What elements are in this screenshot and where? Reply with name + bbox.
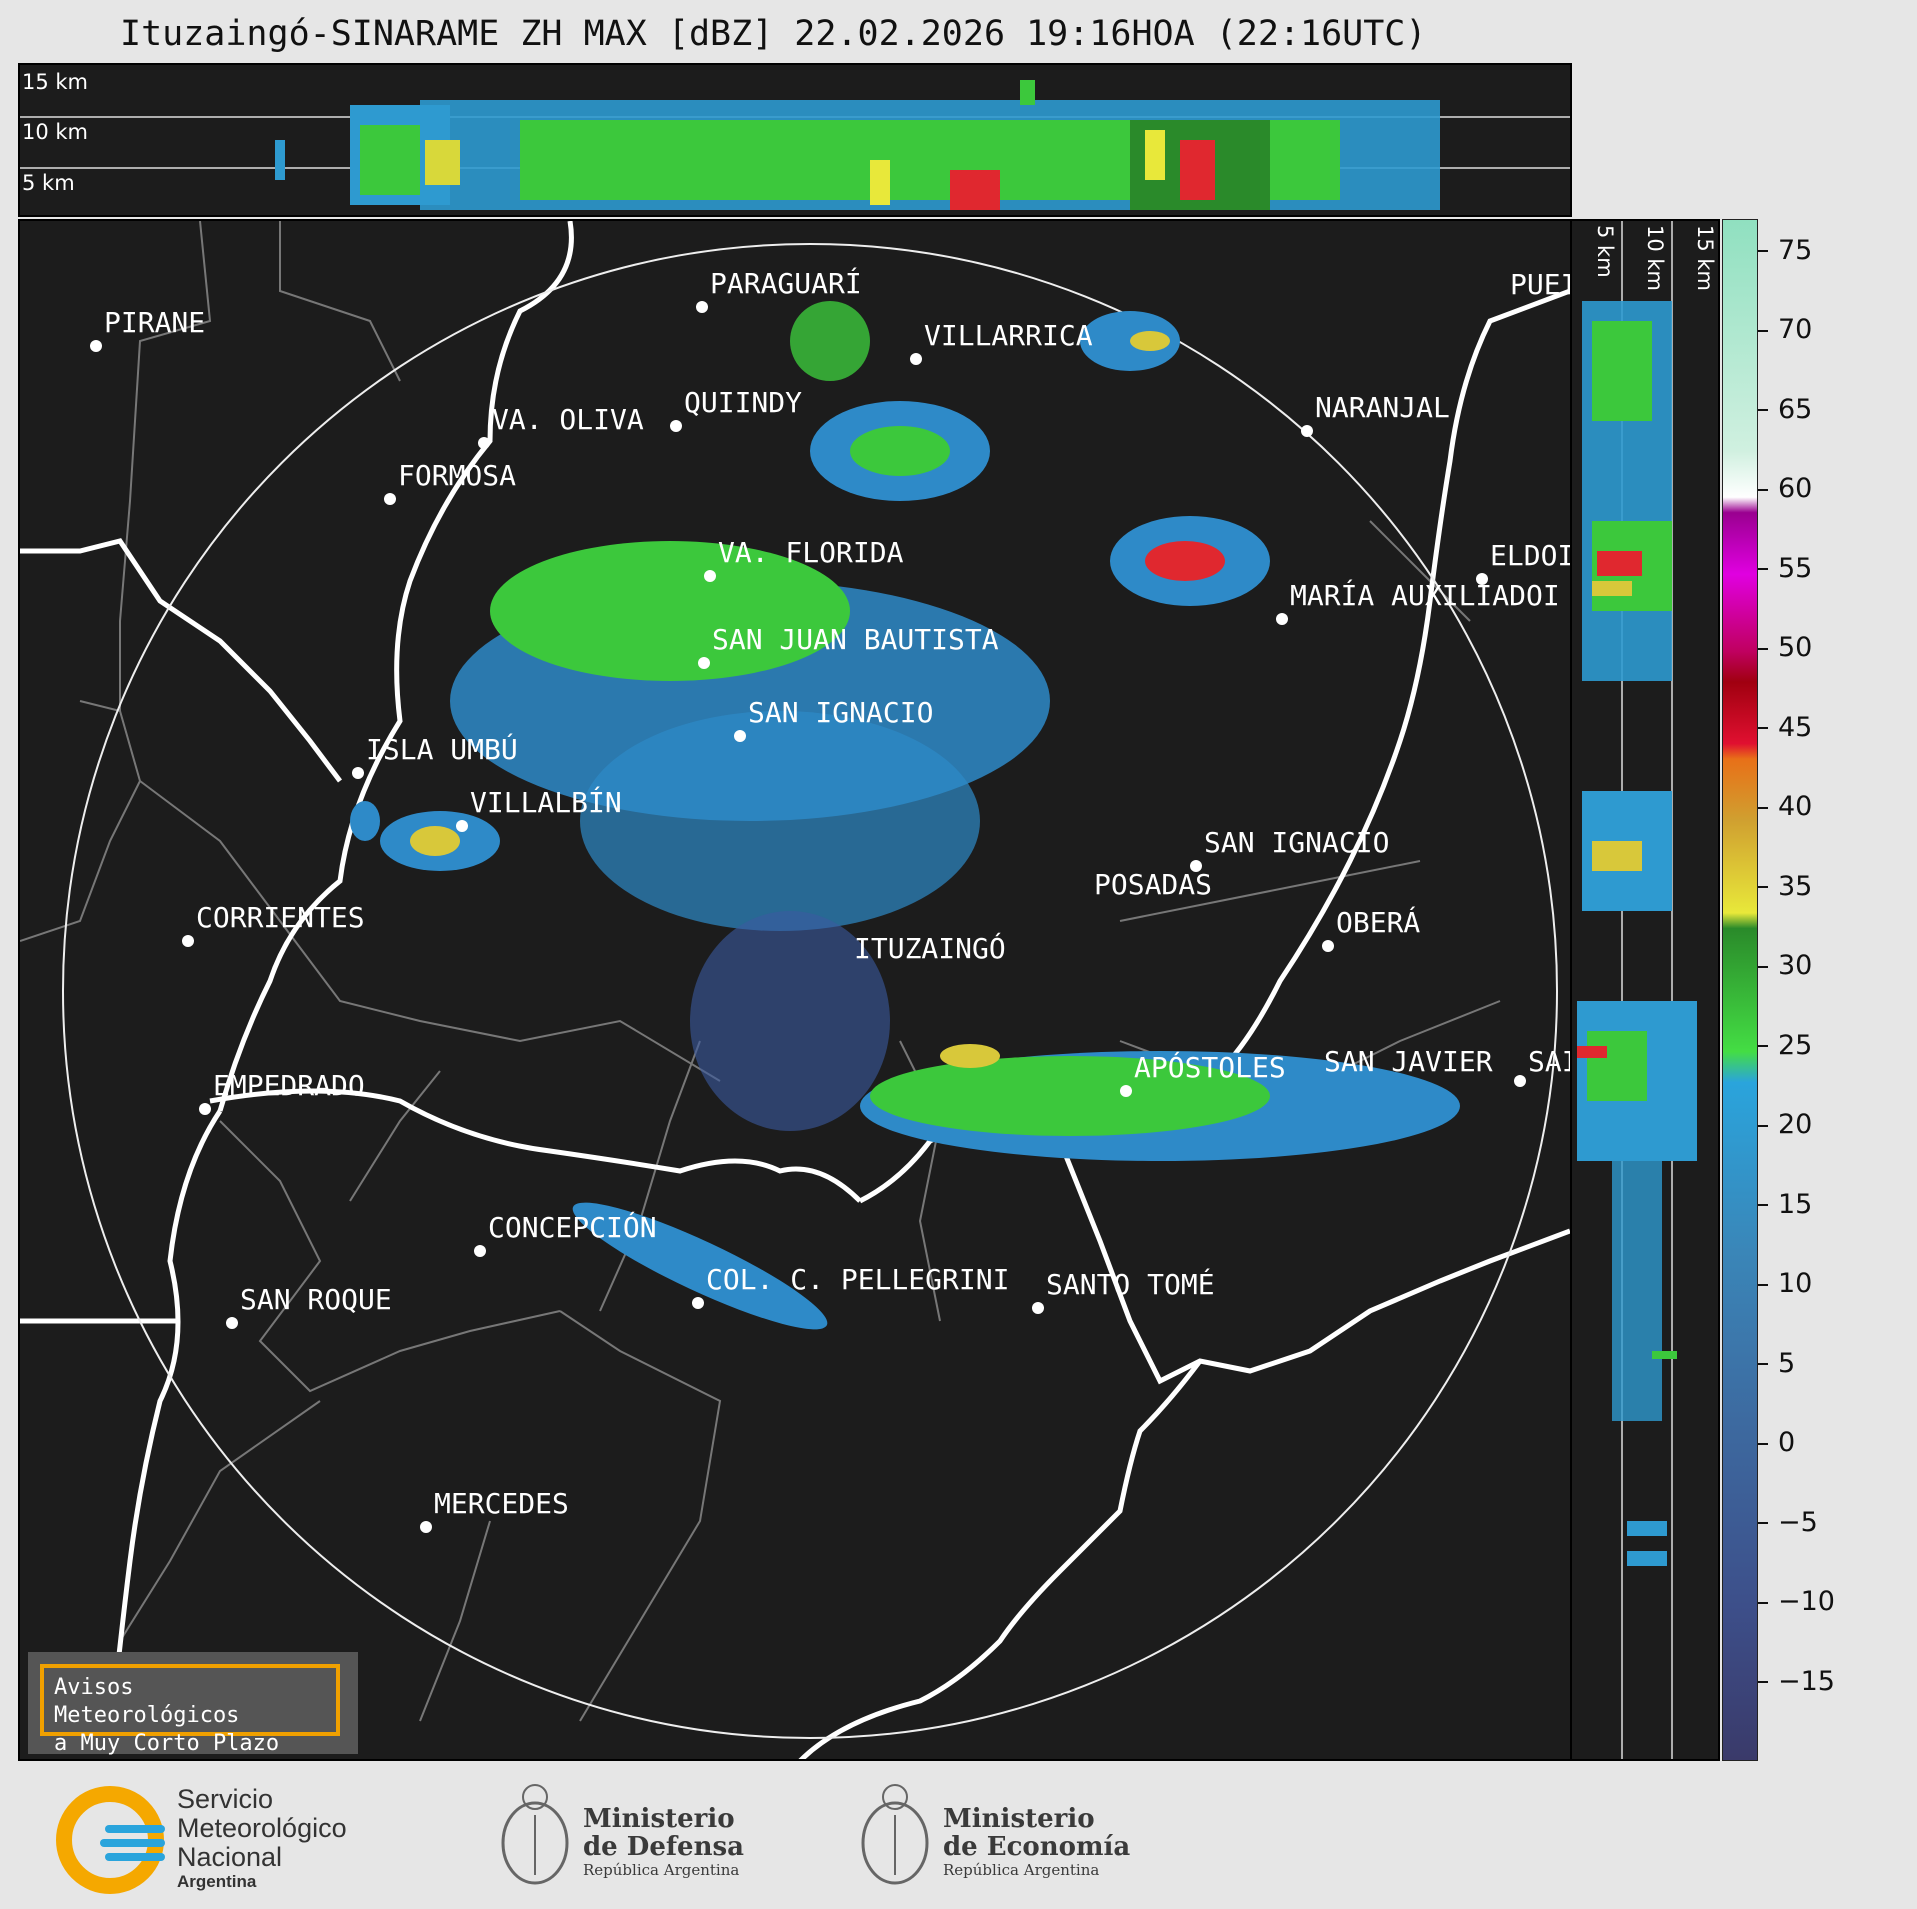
radar-echoes bbox=[350, 301, 1460, 1330]
colorbar-tick: 5 bbox=[1758, 1348, 1795, 1379]
colorbar-tick: 50 bbox=[1758, 632, 1812, 663]
city-apostoles: APÓSTOLES bbox=[1134, 1050, 1286, 1084]
colorbar-tick: 20 bbox=[1758, 1109, 1812, 1140]
colorbar-tick: 30 bbox=[1758, 950, 1812, 981]
colorbar-tick: 40 bbox=[1758, 791, 1812, 822]
smn-logo-icon bbox=[56, 1786, 165, 1894]
city-corrientes: CORRIENTES bbox=[196, 901, 365, 934]
colorbar-tick: 10 bbox=[1758, 1268, 1812, 1299]
city-san-juan-bautista: SAN JUAN BAUTISTA bbox=[712, 623, 999, 656]
city-san-roque: SAN ROQUE bbox=[240, 1283, 392, 1316]
side-alt-label-15: 15 km bbox=[1693, 225, 1717, 291]
economia-logo: Ministerio de Economía República Argenti… bbox=[855, 1775, 1155, 1895]
defensa-line2: de Defensa bbox=[583, 1832, 744, 1862]
smn-line3: Nacional bbox=[177, 1842, 283, 1872]
city-posadas: POSADAS bbox=[1094, 868, 1212, 901]
side-cross-section: 5 km 10 km 15 km bbox=[1570, 219, 1720, 1761]
side-echo-profile bbox=[1577, 301, 1697, 1566]
coat-of-arms-icon bbox=[501, 1784, 569, 1885]
colorbar bbox=[1722, 219, 1758, 1761]
radar-map[interactable]: PARAGUARÍ PIRANE VILLARRICA QUIINDY VA. … bbox=[18, 219, 1579, 1763]
radar-title: Ituzaingó-SINARAME ZH MAX [dBZ] 22.02.20… bbox=[120, 14, 1427, 54]
side-cross-section-svg: 5 km 10 km 15 km bbox=[1577, 221, 1717, 1759]
top-cross-section: 15 km 10 km 5 km bbox=[18, 63, 1572, 217]
city-obera: OBERÁ bbox=[1336, 905, 1420, 939]
city-eldoi: ELDOI bbox=[1490, 539, 1570, 572]
warning-line2: a Muy Corto Plazo bbox=[54, 1731, 280, 1756]
smn-line4: Argentina bbox=[177, 1872, 257, 1891]
city-santo-tome: SANTO TOMÉ bbox=[1046, 1267, 1215, 1301]
alt-label-10: 10 km bbox=[22, 120, 88, 144]
warning-box[interactable]: Avisos Meteorológicos a Muy Corto Plazo bbox=[28, 1652, 358, 1756]
colorbar-tick: −15 bbox=[1758, 1666, 1835, 1697]
city-villalbin: VILLALBÍN bbox=[470, 785, 622, 819]
city-paraguari: PARAGUARÍ bbox=[710, 266, 862, 300]
economia-line2: de Economía bbox=[943, 1832, 1131, 1862]
city-isla-umbu: ISLA UMBÚ bbox=[366, 732, 518, 766]
colorbar-tick: 65 bbox=[1758, 394, 1812, 425]
city-va-oliva: VA. OLIVA bbox=[492, 403, 644, 436]
radar-map-svg: PARAGUARÍ PIRANE VILLARRICA QUIINDY VA. … bbox=[19, 220, 1579, 1763]
warning-box-inner[interactable]: Avisos Meteorológicos a Muy Corto Plazo bbox=[40, 1664, 340, 1756]
top-echo-profile bbox=[275, 80, 1440, 210]
warning-line1: Avisos Meteorológicos bbox=[54, 1675, 240, 1728]
smn-logo: Servicio Meteorológico Nacional Argentin… bbox=[55, 1775, 395, 1895]
side-alt-label-5: 5 km bbox=[1593, 225, 1617, 278]
city-quiindy: QUIINDY bbox=[684, 386, 802, 419]
colorbar-tick: 60 bbox=[1758, 473, 1812, 504]
smn-line2: Meteorológico bbox=[177, 1813, 347, 1843]
city-sai: SAI bbox=[1528, 1045, 1570, 1078]
city-san-ignacio-ar: SAN IGNACIO bbox=[1204, 826, 1389, 859]
city-san-javier: SAN JAVIER bbox=[1324, 1045, 1493, 1078]
city-ituzaingo: ITUZAINGÓ bbox=[854, 931, 1006, 965]
city-va-florida: VA. FLORIDA bbox=[718, 536, 904, 569]
economia-line3: República Argentina bbox=[943, 1861, 1100, 1879]
city-concepcion: CONCEPCIÓN bbox=[488, 1210, 657, 1244]
city-villarrica: VILLARRICA bbox=[924, 319, 1093, 352]
defensa-line3: República Argentina bbox=[583, 1861, 740, 1879]
economia-line1: Ministerio bbox=[943, 1804, 1095, 1834]
city-formosa: FORMOSA bbox=[398, 459, 516, 492]
colorbar-tick: 70 bbox=[1758, 314, 1812, 345]
colorbar-tick: 35 bbox=[1758, 871, 1812, 902]
alt-label-15: 15 km bbox=[22, 70, 88, 94]
city-col-c-pellegrini: COL. C. PELLEGRINI bbox=[706, 1263, 1009, 1296]
alt-label-5: 5 km bbox=[22, 171, 75, 195]
city-maria-auxiliadora: MARÍA AUXILIADOI bbox=[1290, 578, 1560, 612]
smn-line1: Servicio bbox=[177, 1784, 274, 1814]
city-markers: PARAGUARÍ PIRANE VILLARRICA QUIINDY VA. … bbox=[90, 266, 1579, 1533]
city-naranjal: NARANJAL bbox=[1315, 391, 1450, 424]
colorbar-tick: −10 bbox=[1758, 1586, 1835, 1617]
range-ring bbox=[62, 243, 1558, 1739]
colorbar-tick: 75 bbox=[1758, 235, 1812, 266]
defensa-logo: Ministerio de Defensa República Argentin… bbox=[495, 1775, 775, 1895]
colorbar-tick: −5 bbox=[1758, 1507, 1818, 1538]
colorbar-tick: 15 bbox=[1758, 1189, 1812, 1220]
defensa-line1: Ministerio bbox=[583, 1804, 735, 1834]
top-cross-section-svg: 15 km 10 km 5 km bbox=[20, 70, 1570, 210]
colorbar-tick: 55 bbox=[1758, 553, 1812, 584]
colorbar-tick: 45 bbox=[1758, 712, 1812, 743]
city-pirane: PIRANE bbox=[104, 306, 205, 339]
side-alt-label-10: 10 km bbox=[1643, 225, 1667, 291]
city-puei: PUEI bbox=[1510, 268, 1570, 301]
city-empedrado: EMPEDRADO bbox=[213, 1069, 365, 1102]
city-san-ignacio-py: SAN IGNACIO bbox=[748, 696, 933, 729]
city-mercedes: MERCEDES bbox=[434, 1487, 569, 1520]
coat-of-arms-icon bbox=[861, 1784, 929, 1885]
colorbar-tick: 0 bbox=[1758, 1427, 1795, 1458]
colorbar-tick: 25 bbox=[1758, 1030, 1812, 1061]
